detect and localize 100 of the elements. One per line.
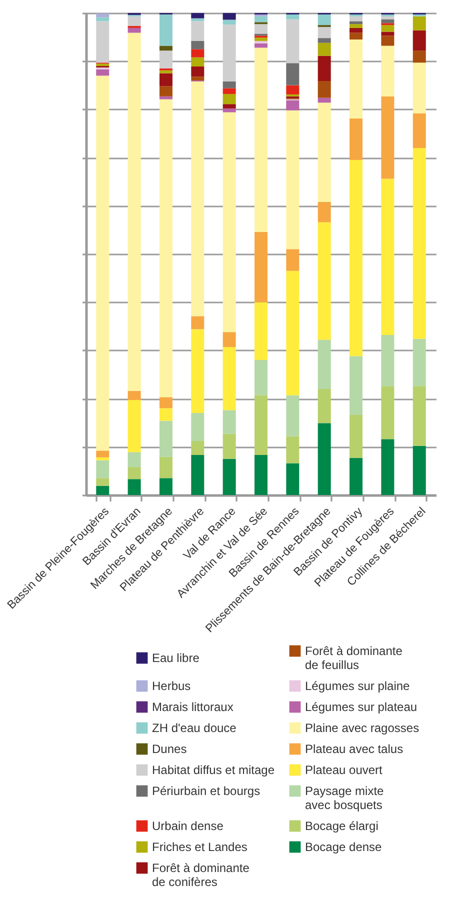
bar — [286, 436, 300, 464]
bar — [381, 386, 394, 440]
bar — [128, 16, 141, 26]
legend-label: Paysage mixte avec bosquets — [305, 784, 384, 812]
bar — [222, 94, 236, 104]
bar — [159, 50, 172, 68]
bar — [159, 46, 172, 51]
bar — [159, 14, 172, 46]
bar — [412, 16, 426, 30]
bar — [318, 38, 331, 43]
bar — [254, 232, 268, 302]
bar — [128, 28, 141, 33]
bar — [191, 49, 204, 58]
bar — [159, 86, 172, 96]
bar — [191, 66, 204, 77]
bar — [286, 110, 300, 250]
bar — [350, 160, 363, 356]
bar — [96, 478, 110, 486]
bar — [254, 48, 268, 232]
bar — [412, 30, 426, 51]
legend-label: Plateau avec talus — [305, 742, 404, 756]
bar — [286, 395, 300, 436]
legend-label: Herbus — [152, 679, 191, 693]
bar — [254, 40, 268, 44]
bar — [96, 450, 110, 458]
bar — [286, 14, 300, 20]
bar — [318, 340, 331, 389]
bar — [191, 76, 204, 80]
bar — [159, 408, 172, 421]
bar — [318, 14, 331, 26]
legend-label: Urbain dense — [152, 819, 224, 833]
bar — [381, 36, 394, 46]
bar — [412, 338, 426, 386]
bar — [159, 478, 172, 495]
bar — [350, 118, 363, 160]
bar — [191, 329, 204, 414]
bar — [128, 452, 141, 468]
bar — [254, 395, 268, 455]
bar — [254, 16, 268, 22]
bar — [318, 423, 331, 495]
bar — [350, 356, 363, 415]
bar — [96, 64, 110, 66]
bar — [96, 457, 110, 460]
bar — [222, 81, 236, 88]
bar — [254, 43, 268, 48]
bar — [191, 413, 204, 442]
bar — [318, 42, 331, 56]
bar — [191, 441, 204, 455]
bar — [318, 102, 331, 202]
bar — [318, 388, 331, 424]
bar — [191, 57, 204, 66]
bar — [318, 202, 331, 222]
bar — [286, 19, 300, 64]
legend-label: Marais littoraux — [152, 700, 234, 714]
bar — [159, 73, 172, 86]
legend-label: ZH d'eau douce — [152, 721, 237, 735]
bar — [222, 104, 236, 108]
bar — [222, 347, 236, 410]
legend-label: Légumes sur plaine — [305, 679, 410, 693]
bar — [381, 178, 394, 335]
bar — [286, 63, 300, 86]
bar — [191, 316, 204, 330]
legend-label: Forêt à dominante de feuillus — [305, 644, 403, 672]
bar — [412, 148, 426, 339]
bar — [128, 32, 141, 391]
legend-label: Habitat diffus et mitage — [152, 763, 275, 777]
bar — [96, 13, 110, 18]
bar — [159, 99, 172, 398]
legend-label: Friches et Landes — [152, 840, 248, 854]
bar — [222, 13, 236, 20]
bar — [412, 62, 426, 114]
bar — [286, 270, 300, 396]
bar — [381, 334, 394, 386]
bar — [350, 40, 363, 119]
bar — [350, 414, 363, 458]
bar — [191, 40, 204, 50]
bar — [412, 50, 426, 63]
bar — [96, 460, 110, 478]
bar — [381, 32, 394, 36]
bar — [412, 386, 426, 446]
bar — [286, 100, 300, 110]
bar — [318, 80, 331, 98]
bar — [128, 467, 141, 480]
bar — [191, 454, 204, 495]
legend-label: Eau libre — [152, 651, 200, 665]
bar — [254, 24, 268, 34]
bar — [222, 108, 236, 112]
bar — [318, 98, 331, 103]
bar — [254, 360, 268, 396]
bar — [191, 13, 204, 18]
legend-label: Plateau ouvert — [305, 763, 384, 777]
legend-label: Dunes — [152, 742, 187, 756]
bar — [381, 25, 394, 32]
bar — [159, 70, 172, 74]
bar — [128, 479, 141, 495]
bar — [128, 390, 141, 400]
bar — [381, 46, 394, 96]
bar — [350, 28, 363, 33]
bar — [222, 88, 236, 94]
legend-label: Légumes sur plateau — [305, 700, 418, 714]
